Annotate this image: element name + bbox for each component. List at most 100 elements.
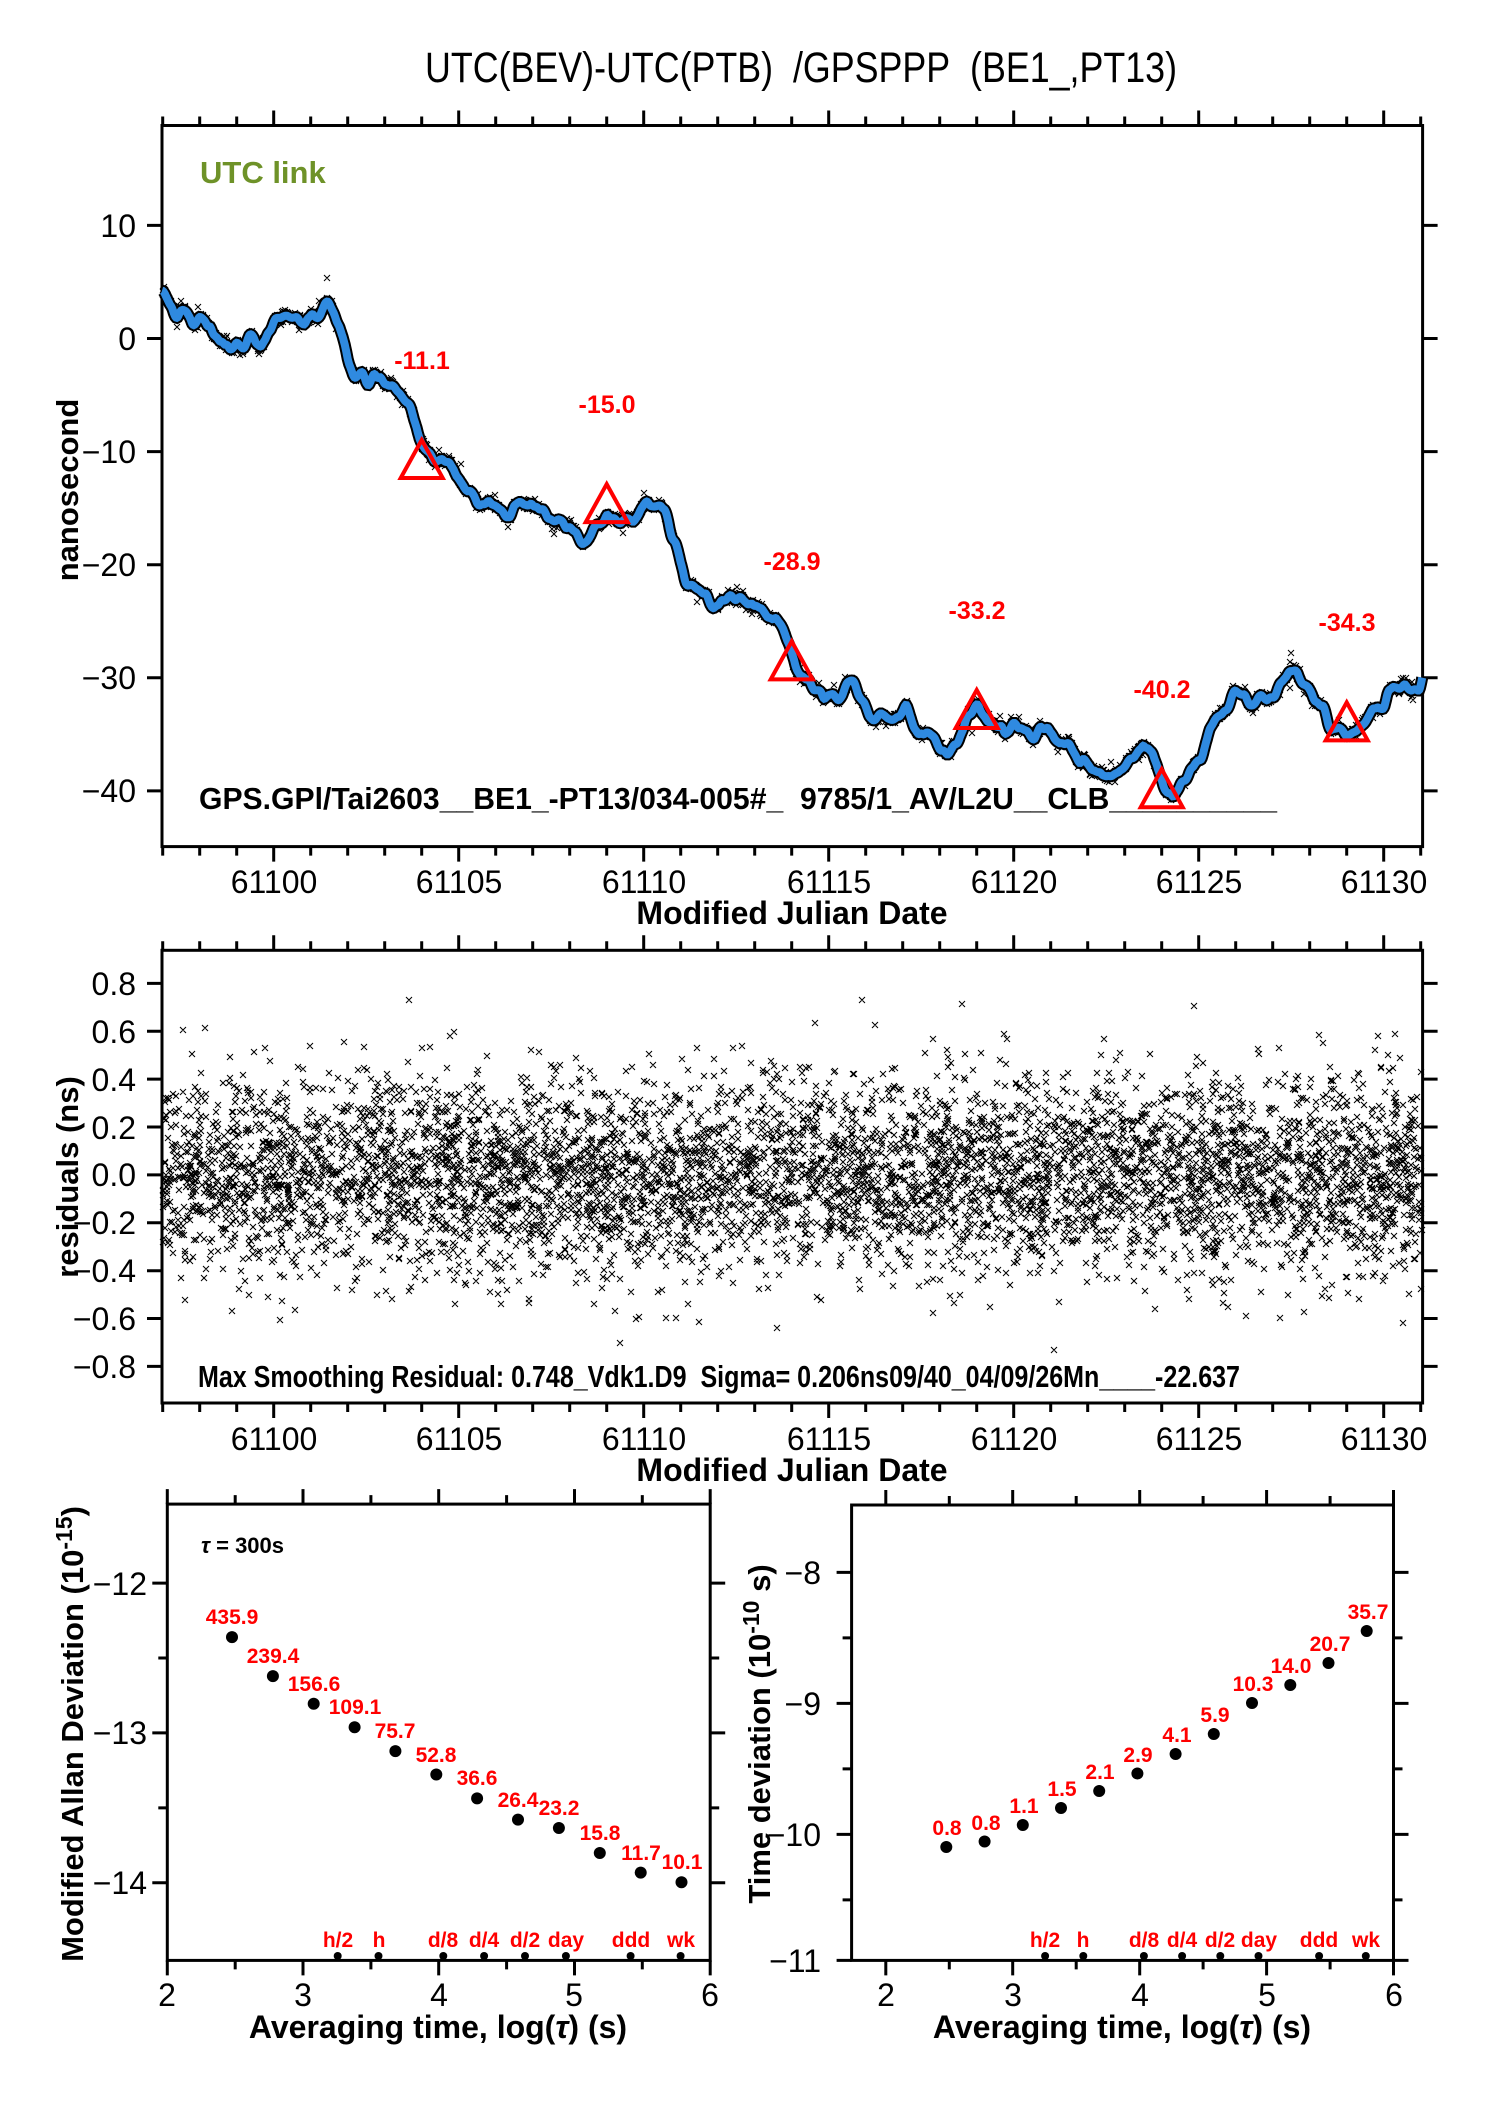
svg-text:-28.9: -28.9	[764, 548, 821, 576]
svg-text:0.4: 0.4	[92, 1062, 136, 1098]
svg-text:day: day	[548, 1929, 585, 1952]
svg-text:52.8: 52.8	[416, 1744, 457, 1767]
svg-text:GPS.GPl/Tai2603__BE1_-PT13/034: GPS.GPl/Tai2603__BE1_-PT13/034-005#_ 978…	[199, 781, 1278, 816]
svg-text:4.1: 4.1	[1162, 1724, 1192, 1747]
svg-text:61125: 61125	[1156, 1421, 1243, 1457]
svg-text:10.3: 10.3	[1233, 1673, 1274, 1696]
svg-text:nanosecond: nanosecond	[50, 399, 85, 582]
svg-text:5.9: 5.9	[1200, 1704, 1229, 1727]
svg-text:0.8: 0.8	[92, 966, 136, 1002]
svg-text:5: 5	[565, 1977, 583, 2013]
svg-text:wk: wk	[1351, 1929, 1380, 1952]
svg-text:61115: 61115	[787, 1421, 871, 1457]
svg-text:−14: −14	[93, 1865, 147, 1901]
svg-text:h/2: h/2	[323, 1929, 353, 1952]
svg-text:0.8: 0.8	[932, 1817, 962, 1840]
svg-text:-34.3: -34.3	[1319, 609, 1376, 637]
svg-text:61105: 61105	[416, 1421, 503, 1457]
svg-text:−0.4: −0.4	[73, 1253, 136, 1289]
svg-text:61105: 61105	[416, 864, 503, 900]
svg-text:-40.2: -40.2	[1134, 676, 1191, 704]
svg-text:61125: 61125	[1156, 864, 1243, 900]
svg-text:d/8: d/8	[1129, 1929, 1160, 1952]
svg-text:h: h	[373, 1929, 386, 1952]
svg-text:−0.6: −0.6	[73, 1301, 136, 1337]
svg-text:τ = 300s: τ = 300s	[201, 1533, 284, 1558]
svg-text:109.1: 109.1	[329, 1696, 382, 1719]
svg-text:61120: 61120	[971, 864, 1058, 900]
svg-text:d/4: d/4	[1167, 1929, 1198, 1952]
svg-text:d/2: d/2	[1205, 1929, 1235, 1952]
svg-text:ddd: ddd	[1300, 1929, 1338, 1952]
svg-text:4: 4	[1131, 1977, 1149, 2013]
svg-text:h: h	[1077, 1929, 1090, 1952]
svg-text:3: 3	[1004, 1977, 1022, 2013]
svg-text:0.2: 0.2	[92, 1110, 136, 1146]
svg-text:h/2: h/2	[1030, 1929, 1060, 1952]
svg-text:435.9: 435.9	[206, 1606, 259, 1629]
svg-text:6: 6	[701, 1977, 719, 2013]
svg-text:61120: 61120	[971, 1421, 1058, 1457]
svg-text:−40: −40	[82, 773, 136, 809]
svg-text:−0.2: −0.2	[73, 1205, 136, 1241]
svg-text:36.6: 36.6	[457, 1767, 498, 1790]
svg-text:wk: wk	[666, 1929, 695, 1952]
svg-text:2: 2	[877, 1977, 895, 2013]
svg-text:2.1: 2.1	[1085, 1761, 1115, 1784]
svg-text:11.7: 11.7	[621, 1842, 661, 1865]
svg-text:75.7: 75.7	[375, 1720, 416, 1743]
svg-text:-33.2: -33.2	[949, 597, 1006, 625]
svg-text:20.7: 20.7	[1310, 1633, 1351, 1656]
svg-text:61100: 61100	[231, 864, 318, 900]
svg-text:−11: −11	[769, 1943, 821, 1979]
svg-text:d/8: d/8	[428, 1929, 459, 1952]
svg-text:-11.1: -11.1	[394, 347, 450, 375]
svg-text:156.6: 156.6	[288, 1673, 341, 1696]
svg-text:−12: −12	[93, 1566, 147, 1602]
svg-text:61110: 61110	[602, 864, 686, 900]
svg-text:−8: −8	[785, 1555, 821, 1591]
svg-text:10.1: 10.1	[662, 1851, 703, 1874]
svg-text:10: 10	[100, 208, 136, 244]
svg-text:−13: −13	[93, 1715, 147, 1751]
svg-text:−30: −30	[82, 660, 136, 696]
svg-text:Modified Julian Date: Modified Julian Date	[636, 1452, 947, 1488]
svg-text:ddd: ddd	[612, 1929, 650, 1952]
svg-text:15.8: 15.8	[580, 1822, 621, 1845]
svg-text:1.5: 1.5	[1047, 1778, 1077, 1801]
svg-text:d/2: d/2	[510, 1929, 540, 1952]
svg-text:Modified Allan Deviation (10-1: Modified Allan Deviation (10-15)	[51, 1506, 90, 1962]
svg-text:61115: 61115	[787, 864, 871, 900]
svg-text:61130: 61130	[1341, 864, 1428, 900]
svg-text:UTC link: UTC link	[200, 155, 326, 190]
svg-text:14.0: 14.0	[1271, 1655, 1312, 1678]
svg-text:UTC(BEV)-UTC(PTB) /GPSPPP (B: UTC(BEV)-UTC(PTB) /GPSPPP (BE1_,PT13)	[425, 44, 1177, 92]
svg-text:35.7: 35.7	[1348, 1601, 1389, 1624]
svg-text:26.4: 26.4	[498, 1789, 539, 1812]
svg-text:Modified Julian Date: Modified Julian Date	[636, 895, 947, 931]
svg-text:0: 0	[118, 321, 136, 357]
svg-text:239.4: 239.4	[247, 1645, 300, 1668]
svg-text:2.9: 2.9	[1123, 1744, 1152, 1767]
svg-text:Averaging time, log(τ) (s): Averaging time, log(τ) (s)	[933, 2009, 1311, 2045]
svg-text:6: 6	[1385, 1977, 1403, 2013]
svg-text:61100: 61100	[231, 1421, 318, 1457]
svg-text:Max Smoothing Residual: 0.748_: Max Smoothing Residual: 0.748_Vdk1.D9 Si…	[198, 1359, 1240, 1394]
svg-text:4: 4	[430, 1977, 448, 2013]
svg-text:1.1: 1.1	[1009, 1795, 1039, 1818]
svg-text:−0.8: −0.8	[73, 1349, 136, 1385]
svg-text:−10: −10	[82, 434, 136, 470]
svg-text:2: 2	[158, 1977, 176, 2013]
svg-text:−10: −10	[767, 1817, 821, 1853]
svg-text:61110: 61110	[602, 1421, 686, 1457]
svg-text:d/4: d/4	[469, 1929, 500, 1952]
svg-text:−9: −9	[785, 1686, 821, 1722]
svg-text:61130: 61130	[1341, 1421, 1428, 1457]
svg-text:residuals (ns): residuals (ns)	[50, 1076, 85, 1278]
svg-text:−20: −20	[82, 547, 136, 583]
svg-text:23.2: 23.2	[539, 1797, 580, 1820]
svg-text:Averaging time, log(τ) (s): Averaging time, log(τ) (s)	[249, 2009, 627, 2045]
svg-text:day: day	[1241, 1929, 1278, 1952]
svg-text:3: 3	[294, 1977, 312, 2013]
svg-text:0.6: 0.6	[92, 1014, 136, 1050]
